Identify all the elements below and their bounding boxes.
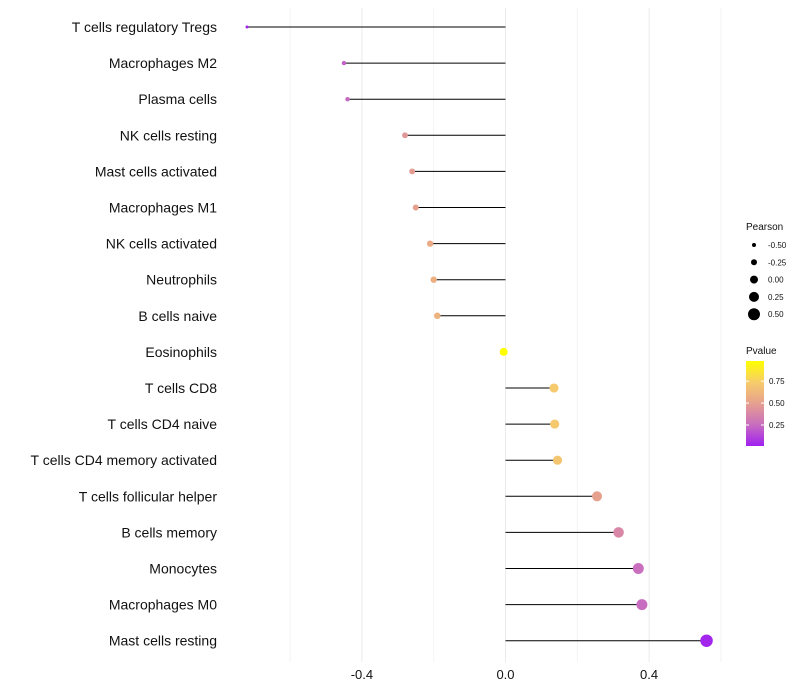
category-label: Eosinophils <box>145 344 217 360</box>
size-legend-label: -0.25 <box>768 258 787 267</box>
category-label: Mast cells resting <box>109 633 217 649</box>
size-legend-key <box>748 308 760 321</box>
lollipop-point <box>341 60 347 66</box>
category-label: Monocytes <box>149 561 217 577</box>
category-label: T cells regulatory Tregs <box>72 19 217 35</box>
lollipop-point <box>592 491 603 502</box>
category-label: B cells memory <box>121 524 217 540</box>
pearson-legend-title: Pearson <box>746 222 783 233</box>
category-label: Macrophages M1 <box>109 200 217 216</box>
lollipop-point <box>434 312 441 320</box>
pearson-size-legend: Pearson -0.50 -0.25 0.00 0.25 0.50 <box>746 222 787 321</box>
size-legend-label: 0.25 <box>768 293 784 302</box>
lollipop-point <box>636 599 648 611</box>
lollipop-point <box>426 240 434 247</box>
size-legend-key <box>752 243 756 247</box>
pvalue-legend-title: Pvalue <box>746 346 777 357</box>
lollipop-point <box>499 347 508 356</box>
size-legend-key <box>750 275 758 284</box>
grid-lines <box>289 8 722 662</box>
size-legend-label: -0.50 <box>768 241 787 250</box>
size-legend-key <box>749 291 759 302</box>
lollipop-point <box>409 168 416 175</box>
category-label: Plasma cells <box>138 91 217 107</box>
x-tick-label: 0.4 <box>640 667 658 682</box>
colorbar-tick-label: 0.50 <box>769 399 785 408</box>
category-label: NK cells activated <box>106 236 217 252</box>
category-label: Neutrophils <box>146 272 217 288</box>
lollipop-point <box>613 527 624 538</box>
lollipop-point <box>549 383 559 393</box>
lollipop-point <box>430 276 437 283</box>
category-labels: T cells regulatory Tregs Macrophages M2 Pl… <box>31 19 218 649</box>
category-label: T cells CD4 memory activated <box>31 452 217 468</box>
colorbar-tick-label: 0.75 <box>769 377 785 386</box>
lollipop-point <box>700 634 713 647</box>
lollipop-point <box>245 25 249 29</box>
lollipop-points <box>245 25 713 647</box>
category-label: B cells naive <box>138 308 217 324</box>
lollipop-stems <box>247 26 707 642</box>
colorbar-tick-label: 0.25 <box>769 421 785 430</box>
size-legend-label: 0.00 <box>768 276 784 285</box>
pvalue-color-legend: Pvalue 0.25 0.50 0.75 <box>746 346 785 446</box>
x-axis-tick-labels: -0.4 0.0 0.4 <box>351 667 658 682</box>
category-label: T cells follicular helper <box>79 488 218 504</box>
category-label: NK cells resting <box>120 127 217 143</box>
lollipop-point <box>632 563 644 574</box>
category-label: Mast cells activated <box>95 163 217 179</box>
category-label: T cells CD4 naive <box>108 416 218 432</box>
lollipop-point <box>412 204 419 211</box>
size-legend-label: 0.50 <box>768 310 784 319</box>
lollipop-point <box>550 419 560 429</box>
category-label: Macrophages M0 <box>109 597 217 613</box>
lollipop-point <box>402 132 408 139</box>
lollipop-point <box>345 96 350 102</box>
category-label: T cells CD8 <box>145 380 217 396</box>
lollipop-point <box>552 455 563 465</box>
size-legend-key <box>751 259 757 266</box>
pvalue-colorbar <box>746 361 764 446</box>
category-label: Macrophages M2 <box>109 55 217 71</box>
x-tick-label: -0.4 <box>351 667 373 682</box>
x-tick-label: 0.0 <box>496 667 514 682</box>
